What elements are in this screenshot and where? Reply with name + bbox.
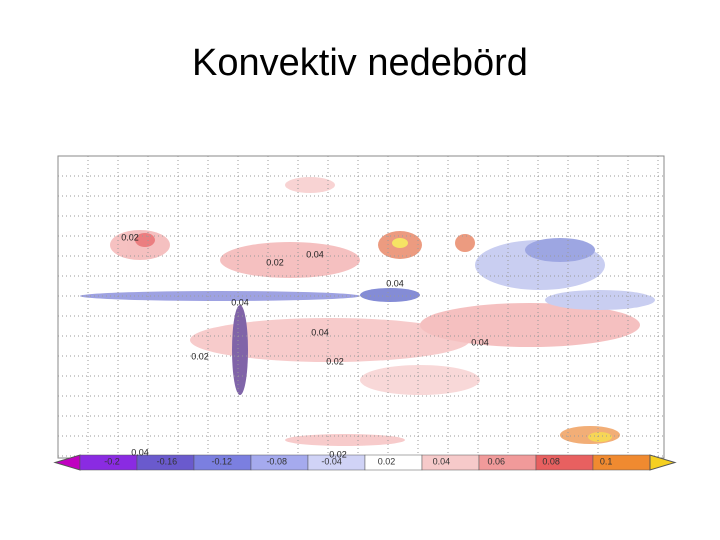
colorbar-label: -0.2 <box>104 456 120 466</box>
colorbar-label: 0.1 <box>600 456 613 466</box>
map-grid <box>58 156 664 458</box>
contour-label: 0.02 <box>266 257 284 267</box>
colorbar-label: -0.16 <box>157 456 178 466</box>
colorbar-swatch <box>421 454 480 471</box>
contour-label: 0.04 <box>386 278 404 288</box>
colorbar-label: -0.08 <box>266 456 287 466</box>
contour-label: 0.04 <box>306 249 324 259</box>
colorbar-label: 0.04 <box>433 456 451 466</box>
contour-label: 0.04 <box>231 297 249 307</box>
contour-label: 0.04 <box>311 327 329 337</box>
contour-label: 0.04 <box>471 337 489 347</box>
colorbar: -0.2 -0.16 -0.12 -0.08 -0.04 0.02 0.04 0.06 0.08… <box>53 454 677 471</box>
colorbar-end <box>649 454 677 471</box>
colorbar-label: 0.02 <box>378 456 396 466</box>
colorbar-label: -0.04 <box>321 456 342 466</box>
colorbar-label: 0.08 <box>542 456 560 466</box>
colorbar-label: 0.06 <box>488 456 506 466</box>
contour-label: 0.02 <box>191 351 209 361</box>
contour-label: 0.02 <box>329 449 347 459</box>
contour-label: 0.02 <box>121 232 139 242</box>
colorbar-label: -0.12 <box>212 456 233 466</box>
contour-label: 0.02 <box>326 356 344 366</box>
contour-label: 0.04 <box>131 447 149 457</box>
slide-title: Konvektiv nedebörd <box>192 42 528 84</box>
